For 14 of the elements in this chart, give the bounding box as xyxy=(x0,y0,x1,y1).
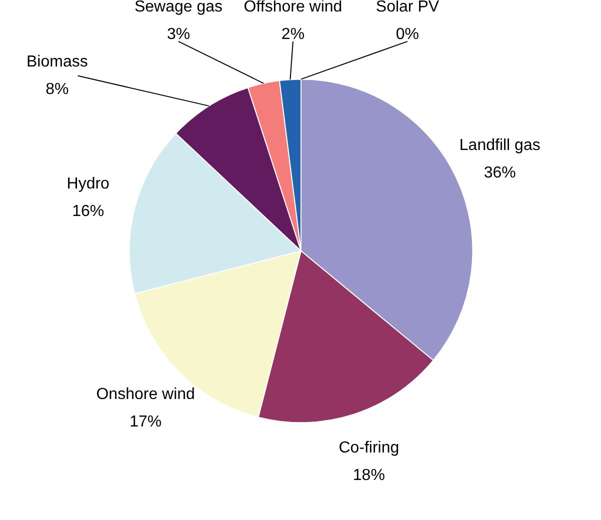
slice-label: Landfill gas xyxy=(459,136,540,154)
data-label: 36% xyxy=(484,164,516,182)
slice-label: Co-firing xyxy=(338,439,400,456)
data-label: 3% xyxy=(166,26,190,44)
data-label: 8% xyxy=(46,80,69,98)
text: 0% xyxy=(396,26,420,44)
slice-label: Hydro xyxy=(66,176,110,193)
data-label: 18% xyxy=(352,466,385,484)
data-label: 2% xyxy=(281,26,305,44)
data-label: 17% xyxy=(130,413,162,430)
slice-label: Onshore wind xyxy=(96,386,195,403)
slice-label: Sewage gas xyxy=(134,0,223,16)
data-label: 16% xyxy=(72,203,104,220)
slice-label: Biomass xyxy=(26,54,88,71)
